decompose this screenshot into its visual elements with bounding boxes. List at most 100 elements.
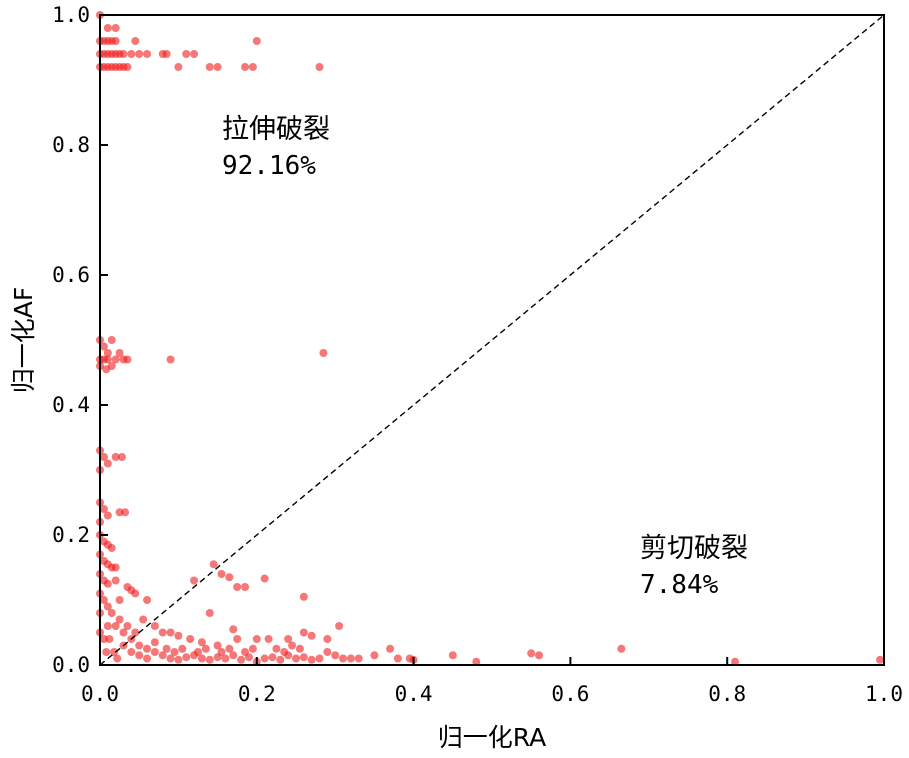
data-point [260,654,269,663]
data-point [102,365,111,374]
data-point [150,622,159,630]
data-point [127,50,136,58]
data-point [162,644,171,653]
data-point [111,37,120,45]
data-point [99,453,108,461]
data-point [150,648,159,656]
data-point [276,655,285,664]
data-point [127,648,136,656]
data-point [119,50,128,58]
data-point [111,355,120,364]
data-point [186,635,195,643]
annotation-tensile-value: 92.16% [222,151,316,181]
data-point [252,635,261,643]
data-point [121,508,130,517]
data-point [143,644,152,653]
data-point [150,638,159,647]
data-point [113,654,122,663]
data-point [194,648,202,656]
data-point [115,596,124,604]
data-point [117,453,126,461]
data-point [248,63,257,71]
data-point [107,336,116,344]
data-point [166,654,175,663]
data-point [201,644,210,653]
data-point [103,579,112,588]
data-point [105,635,114,643]
data-point [166,355,175,364]
data-point [197,638,206,647]
data-point [260,574,269,583]
data-point [386,644,395,653]
data-point [241,648,250,656]
data-point [233,635,242,643]
data-point [323,635,332,643]
y-tick-label: 0.2 [52,523,90,547]
data-point [111,24,120,32]
data-point [103,602,112,611]
data-point [241,63,250,71]
x-tick-label: 1.0 [865,682,903,706]
data-point [319,349,328,357]
data-point [272,644,281,653]
data-point [123,63,132,71]
plot-frame [99,14,885,666]
data-point [182,50,191,58]
y-axis-title: 归一化AF [9,287,38,393]
data-point [103,622,112,630]
data-point [99,505,108,513]
data-point [190,576,199,585]
data-point [205,655,214,664]
data-point [229,625,238,634]
data-point [110,648,119,656]
data-point [299,628,308,637]
data-point [323,648,332,656]
y-axis-ticks: 0.0 0.2 0.4 0.6 0.8 1.0 [52,3,108,677]
data-point [315,654,324,663]
data-point [205,63,214,71]
data-point [217,648,226,656]
data-point [264,635,273,643]
data-point [99,342,108,351]
data-point [335,622,344,630]
data-point [217,570,226,578]
data-point [229,651,238,660]
data-point [123,622,132,630]
data-point [99,596,108,604]
data-point [339,654,348,663]
data-point [139,615,148,624]
data-point [102,648,111,656]
data-point [221,654,230,663]
data-point [292,654,300,663]
x-tick-label: 0.6 [551,682,589,706]
data-point [225,644,234,653]
x-tick-label: 0.0 [81,682,119,706]
data-point [307,655,316,664]
data-point [174,63,183,71]
data-point [190,50,199,58]
data-point [535,651,544,660]
data-point [135,641,144,650]
data-point [237,655,246,664]
data-point [158,628,167,637]
data-point [178,644,187,653]
data-point [299,592,308,601]
annotation-tensile-label: 拉伸破裂 [222,114,330,145]
annotation-shear-value: 7.84% [640,570,719,600]
data-point [252,37,261,45]
data-point [158,651,167,660]
data-point [103,355,112,364]
data-point [115,615,124,624]
data-point [143,654,152,663]
data-point [527,649,536,658]
y-tick-label: 0.0 [52,653,90,677]
data-point [131,628,140,637]
data-point [103,24,112,32]
x-tick-label: 0.8 [708,682,746,706]
data-point [135,50,144,58]
data-point [213,641,222,650]
x-axis-ticks: 0.0 0.2 0.4 0.6 0.8 1.0 [81,657,903,706]
data-point [103,511,112,520]
data-point [248,644,257,653]
data-point [331,651,340,660]
